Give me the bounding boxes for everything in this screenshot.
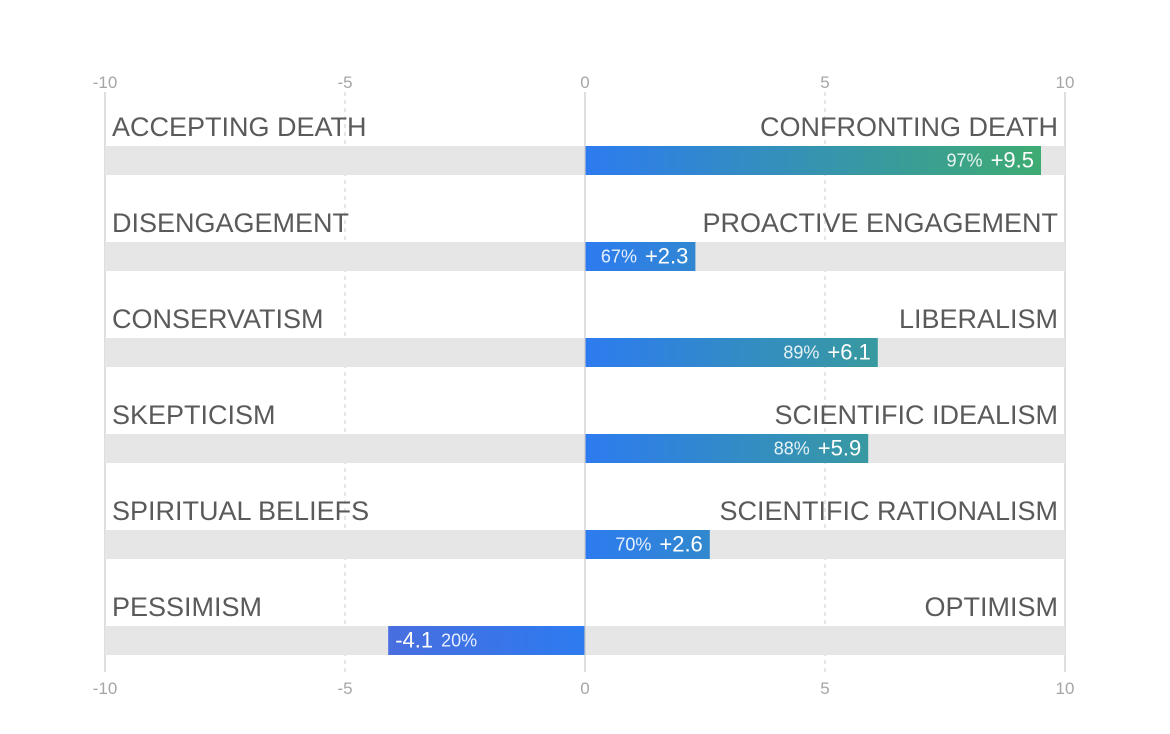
right-pole-label: OPTIMISM	[925, 592, 1059, 622]
bar	[585, 434, 869, 463]
top-tick-label: 0	[580, 73, 589, 92]
bar-value-label: -4.1	[395, 628, 433, 653]
right-pole-label: SCIENTIFIC IDEALISM	[774, 400, 1058, 430]
right-pole-label: CONFRONTING DEATH	[760, 112, 1058, 142]
left-pole-label: PESSIMISM	[112, 592, 262, 622]
chart-row: DISENGAGEMENT PROACTIVE ENGAGEMENT +2.3 67%	[105, 208, 1065, 271]
bar-percent-label: 89%	[783, 343, 819, 363]
right-pole-label: SCIENTIFIC RATIONALISM	[719, 496, 1058, 526]
bar-percent-label: 67%	[601, 247, 637, 267]
bar	[585, 146, 1041, 175]
bar-value-label: +9.5	[991, 148, 1034, 173]
bar-value-label: +5.9	[818, 436, 861, 461]
left-pole-label: SKEPTICISM	[112, 400, 276, 430]
left-pole-label: DISENGAGEMENT	[112, 208, 349, 238]
bar-value-label: +2.6	[659, 532, 702, 557]
top-tick-label: 10	[1056, 73, 1075, 92]
chart-row: SKEPTICISM SCIENTIFIC IDEALISM +5.9 88%	[105, 400, 1065, 463]
chart-row: CONSERVATISM LIBERALISM +6.1 89%	[105, 304, 1065, 367]
bar-percent-label: 70%	[615, 535, 651, 555]
chart-row: SPIRITUAL BELIEFS SCIENTIFIC RATIONALISM +…	[105, 496, 1065, 559]
left-pole-label: CONSERVATISM	[112, 304, 324, 334]
bottom-tick-label: 0	[580, 679, 589, 698]
left-pole-label: ACCEPTING DEATH	[112, 112, 367, 142]
top-axis-ticks: -10 -5 0 5 10	[93, 73, 1075, 92]
bar	[585, 338, 878, 367]
chart-row: PESSIMISM OPTIMISM -4.1 20%	[105, 592, 1065, 655]
bar-percent-label: 88%	[774, 439, 810, 459]
grid-lines	[104, 92, 1066, 672]
top-tick-label: -5	[337, 73, 352, 92]
bar-percent-label: 97%	[947, 151, 983, 171]
bottom-tick-label: 10	[1056, 679, 1075, 698]
chart-rows: ACCEPTING DEATH CONFRONTING DEATH +9.5 97% D…	[105, 112, 1065, 655]
bottom-axis-ticks: -10 -5 0 5 10	[93, 679, 1075, 698]
bar-value-label: +2.3	[645, 244, 688, 269]
bottom-tick-label: -10	[93, 679, 118, 698]
right-pole-label: LIBERALISM	[899, 304, 1058, 334]
bottom-tick-label: -5	[337, 679, 352, 698]
top-tick-label: -10	[93, 73, 118, 92]
left-pole-label: SPIRITUAL BELIEFS	[112, 496, 369, 526]
bar	[585, 530, 710, 559]
bar	[585, 242, 696, 271]
bar	[388, 626, 585, 655]
top-tick-label: 5	[820, 73, 829, 92]
bar-value-label: +6.1	[827, 340, 870, 365]
bottom-tick-label: 5	[820, 679, 829, 698]
bar-percent-label: 20%	[441, 631, 477, 651]
right-pole-label: PROACTIVE ENGAGEMENT	[702, 208, 1058, 238]
chart-row: ACCEPTING DEATH CONFRONTING DEATH +9.5 97%	[105, 112, 1065, 175]
